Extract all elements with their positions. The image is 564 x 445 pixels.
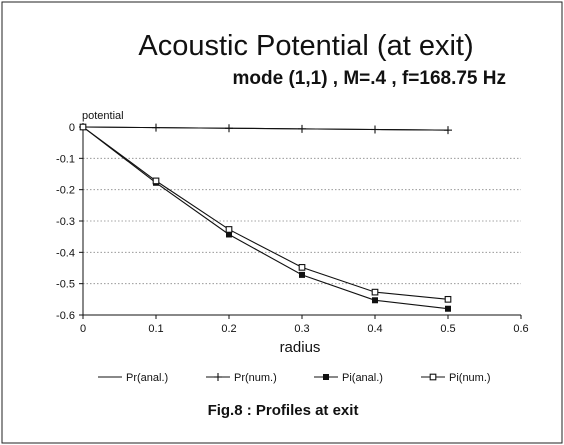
data-point <box>371 125 379 134</box>
legend-item: Pr(anal.) <box>98 372 168 384</box>
data-point <box>371 288 379 296</box>
x-tick-label: 0 <box>80 323 86 335</box>
y-tick-label: 0 <box>69 122 75 134</box>
legend-marker <box>214 373 222 381</box>
y-tick-label: -0.3 <box>56 216 75 228</box>
plot-area: 0 0.1 0.2 0.3 0.4 0.5 0.6 0 -0.1 -0.2 -0.3 -0.4 -0.… <box>56 122 529 335</box>
legend-marker <box>429 373 437 381</box>
data-point <box>298 271 305 278</box>
y-tick-label: -0.4 <box>56 247 75 259</box>
data-point <box>298 264 306 271</box>
data-point <box>225 124 233 133</box>
series-layer <box>79 123 452 312</box>
y-tick-labels: 0 -0.1 -0.2 -0.3 -0.4 -0.5 -0.6 <box>56 122 83 322</box>
legend-label: Pr(anal.) <box>126 372 168 384</box>
data-point <box>371 297 378 304</box>
y-tick-label: -0.2 <box>56 185 75 197</box>
legend-label: Pi(num.) <box>449 372 491 384</box>
data-point <box>444 305 451 312</box>
series-line <box>82 126 449 300</box>
series-line <box>82 126 449 310</box>
x-tick-labels: 0 0.1 0.2 0.3 0.4 0.5 0.6 <box>80 315 529 335</box>
legend-marker <box>322 373 329 380</box>
data-point <box>152 123 160 132</box>
y-tick-label: -0.5 <box>56 279 75 291</box>
chart-title: Acoustic Potential (at exit) <box>138 30 473 62</box>
data-point <box>444 126 452 135</box>
data-point <box>225 226 233 233</box>
grid-lines <box>83 157 521 285</box>
x-axis-label: radius <box>280 339 321 356</box>
x-tick-label: 0.6 <box>513 323 528 335</box>
y-tick-label: -0.6 <box>56 310 75 322</box>
x-tick-label: 0.1 <box>148 323 163 335</box>
data-point <box>444 295 452 303</box>
legend-item: Pr(num.) <box>206 372 277 384</box>
legend-label: Pi(anal.) <box>342 372 383 384</box>
x-tick-label: 0.2 <box>221 323 236 335</box>
data-point <box>298 124 306 133</box>
x-tick-label: 0.4 <box>367 323 382 335</box>
y-axis-label: potential <box>82 110 124 122</box>
series-1 <box>79 123 452 135</box>
series-line <box>82 126 449 131</box>
series-3 <box>79 123 452 303</box>
x-tick-label: 0.5 <box>440 323 455 335</box>
chart-subtitle: mode (1,1) , M=.4 , f=168.75 Hz <box>233 68 507 89</box>
data-point <box>79 123 87 131</box>
data-point <box>152 177 160 185</box>
x-tick-label: 0.3 <box>294 323 309 335</box>
legend-item: Pi(anal.) <box>314 372 383 384</box>
legend: Pr(anal.) Pr(num.) Pi(anal.) Pi(num.) <box>98 372 491 384</box>
y-tick-label: -0.1 <box>56 153 75 165</box>
legend-item: Pi(num.) <box>421 372 491 384</box>
figure-caption: Fig.8 : Profiles at exit <box>208 402 359 419</box>
legend-label: Pr(num.) <box>234 372 277 384</box>
